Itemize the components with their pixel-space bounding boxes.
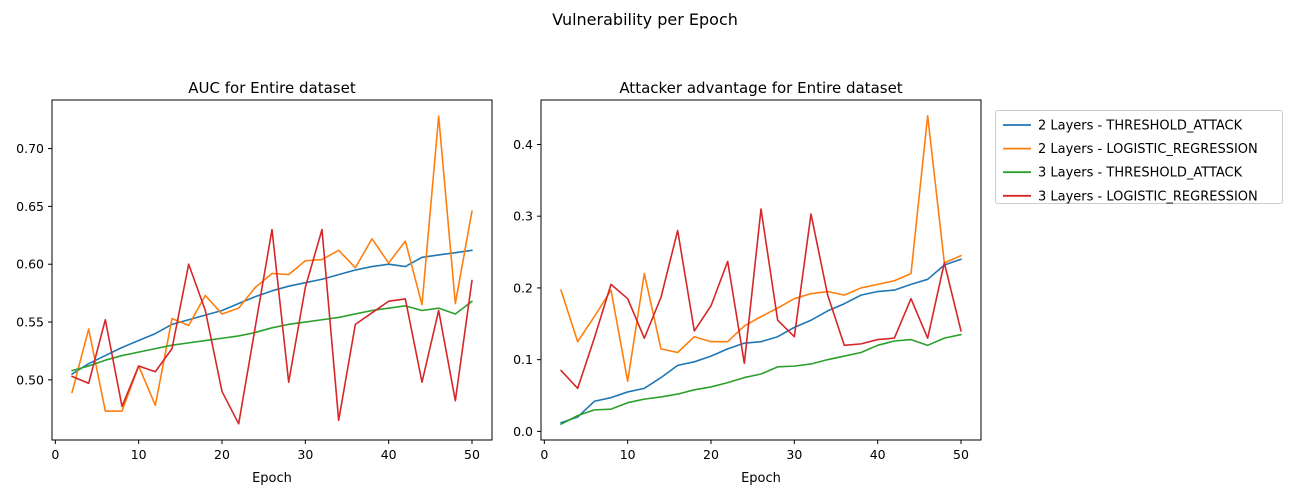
series-line-3-layers-threshold-attack: [71, 300, 473, 372]
legend-entry: 3 Layers - THRESHOLD_ATTACK: [1003, 166, 1243, 181]
advantage-chart-axes: 0 10 20 30 40 50 0.0 0.1 0.2 0.3 0.4: [513, 137, 969, 462]
series-line-3-layers-logistic-regression: [71, 228, 473, 425]
auc-chart-series: [71, 115, 473, 425]
legend-entry: 3 Layers - LOGISTIC_REGRESSION: [1003, 189, 1258, 204]
series-line-3-layers-logistic-regression: [560, 208, 962, 390]
x-tick-label: 20: [703, 447, 719, 462]
x-tick-label: 40: [381, 447, 397, 462]
x-tick-label: 50: [464, 447, 480, 462]
advantage-x-axis-label: Epoch: [741, 471, 781, 486]
x-tick-label: 10: [620, 447, 636, 462]
y-tick-label: 0.0: [513, 424, 533, 439]
x-tick-label: 50: [953, 447, 969, 462]
y-tick-label: 0.3: [513, 209, 533, 224]
advantage-plot-frame: [540, 99, 982, 441]
auc-plot-frame: [51, 99, 493, 441]
x-tick-label: 0: [540, 447, 548, 462]
legend-entry: 2 Layers - LOGISTIC_REGRESSION: [1003, 142, 1258, 157]
x-tick-label: 30: [786, 447, 802, 462]
auc-chart-axes: 0 10 20 30 40 50 0.50 0.55 0.60 0.65 0.70: [16, 141, 480, 462]
auc-chart: AUC for Entire dataset 0 10 20 30 40 50 0.50 0.…: [16, 79, 493, 486]
legend-label: 2 Layers - THRESHOLD_ATTACK: [1038, 119, 1243, 134]
legend-label: 3 Layers - THRESHOLD_ATTACK: [1038, 166, 1243, 181]
y-tick-label: 0.55: [16, 315, 44, 330]
y-tick-label: 0.2: [513, 280, 533, 295]
legend-label: 3 Layers - LOGISTIC_REGRESSION: [1038, 189, 1258, 204]
y-tick-label: 0.50: [16, 372, 44, 387]
x-tick-label: 0: [51, 447, 59, 462]
legend-entry: 2 Layers - THRESHOLD_ATTACK: [1003, 119, 1243, 134]
series-line-3-layers-threshold-attack: [560, 333, 962, 426]
x-tick-label: 20: [214, 447, 230, 462]
figure-title: Vulnerability per Epoch: [552, 10, 738, 29]
auc-x-axis-label: Epoch: [252, 471, 292, 486]
auc-chart-title: AUC for Entire dataset: [188, 79, 356, 97]
x-tick-label: 10: [131, 447, 147, 462]
series-line-2-layers-logistic-regression: [71, 115, 473, 412]
x-tick-label: 30: [297, 447, 313, 462]
series-line-2-layers-threshold-attack: [560, 258, 962, 424]
x-tick-label: 40: [870, 447, 886, 462]
advantage-chart-title: Attacker advantage for Entire dataset: [619, 79, 902, 97]
y-tick-label: 0.70: [16, 141, 44, 156]
series-line-2-layers-logistic-regression: [560, 114, 962, 382]
legend: 2 Layers - THRESHOLD_ATTACK 2 Layers - LO…: [995, 110, 1283, 204]
y-tick-label: 0.60: [16, 257, 44, 272]
legend-box: [995, 110, 1283, 204]
advantage-chart: Attacker advantage for Entire dataset 0 1…: [513, 79, 982, 486]
legend-entries: 2 Layers - THRESHOLD_ATTACK 2 Layers - LO…: [1003, 119, 1258, 204]
y-tick-label: 0.4: [513, 137, 533, 152]
series-line-2-layers-threshold-attack: [71, 249, 473, 375]
advantage-chart-series: [560, 114, 962, 426]
y-tick-label: 0.1: [513, 352, 533, 367]
legend-label: 2 Layers - LOGISTIC_REGRESSION: [1038, 142, 1258, 157]
y-tick-label: 0.65: [16, 199, 44, 214]
